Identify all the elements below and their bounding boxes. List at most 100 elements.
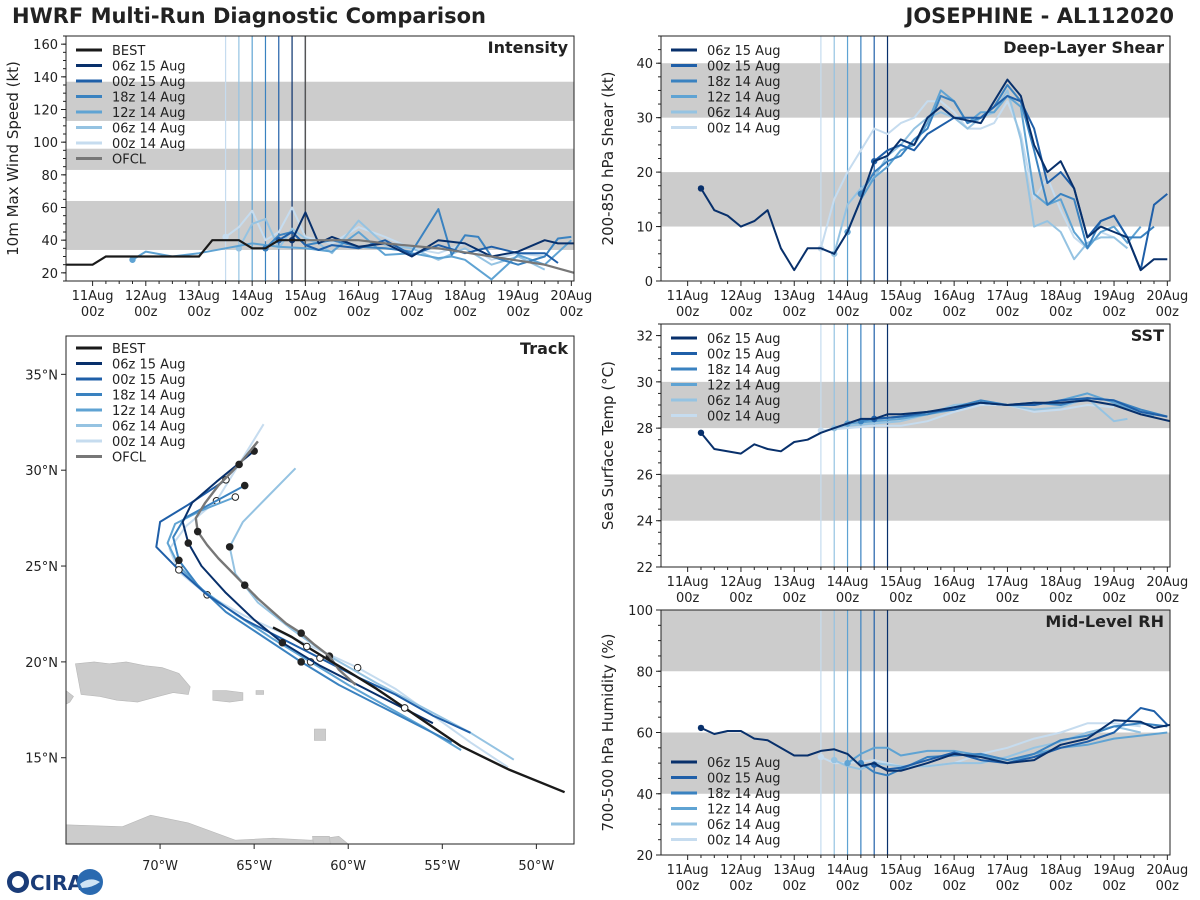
shear-ylabel: 200-850 hPa Shear (kt) [599,72,617,246]
sst-xtick-day-9: 20Aug [1146,575,1188,590]
sst-legend-label-0: 06z 15 Aug [707,332,781,347]
rh-xtick-hour-5: 00z [942,879,966,894]
intensity-xtick-day-1: 12Aug [125,289,167,304]
intensity-xtick-hour-4: 00z [294,305,318,320]
sst-xtick-hour-6: 00z [996,591,1020,606]
intensity-best-line [66,239,306,266]
track-ofcl [194,440,357,686]
sst-title: SST [1131,326,1164,345]
shear-xtick-hour-9: 00z [1156,305,1180,320]
intensity-xtick-day-4: 15Aug [284,289,326,304]
intensity-legend-label-7: OFCL [112,153,147,168]
rh-legend-label-1: 00z 15 Aug [707,772,781,787]
track-xtick-label-2: 60°W [330,859,366,874]
intensity-series-5 [225,206,545,261]
track-ytick-label-2: 25°N [25,560,58,575]
track-series-0-marker-8 [184,539,193,547]
track-series-3-marker-12 [231,493,240,501]
track-best [272,626,566,794]
shear-legend-label-4: 06z 14 Aug [707,106,781,121]
rh-series-0-init-dot [697,724,705,732]
track-ytick-label-4: 35°N [25,368,58,383]
rh-legend-label-2: 18z 14 Aug [707,787,781,802]
shear-xtick-day-1: 12Aug [720,289,762,304]
shear-xtick-day-9: 20Aug [1146,289,1188,304]
intensity-ytick-label-2: 60 [41,202,58,217]
sst-frame [660,323,1171,568]
rh-xtick-day-3: 14Aug [827,863,869,878]
rh-xtick-hour-3: 00z [836,879,860,894]
shear-band-0 [661,172,1170,227]
shear-xtick-hour-6: 00z [996,305,1020,320]
rh-series-2 [860,722,1168,777]
rh-series-4-init-dot [831,756,838,764]
shear-series-0-init-dot [697,185,705,192]
shear-xtick-day-2: 13Aug [773,289,815,304]
intensity-ytick-label-6: 140 [33,71,58,86]
intensity-xtick-day-2: 13Aug [178,289,220,304]
rh-xtick-day-2: 13Aug [773,863,815,878]
intensity-series-5-init-dot [222,233,229,241]
shear-legend-label-2: 18z 14 Aug [707,75,781,90]
intensity-legend-label-2: 00z 15 Aug [112,75,186,90]
track-xtick-label-3: 55°W [424,859,460,874]
intensity-xtick-day-3: 14Aug [231,289,273,304]
shear-legend-label-0: 06z 15 Aug [707,44,781,59]
track-series-4-marker-8 [225,543,234,551]
sst-xtick-hour-1: 00z [729,591,753,606]
sst-xtick-hour-8: 00z [1102,591,1126,606]
sst-xtick-hour-0: 00z [676,591,700,606]
rh-xtick-day-9: 20Aug [1146,863,1188,878]
track-series-1-marker-8 [175,566,183,574]
track-series-2 [172,484,453,744]
shear-xtick-day-4: 15Aug [880,289,922,304]
shear-band-1 [661,63,1170,118]
sst-ytick-label-3: 28 [636,422,653,437]
rh-series-5 [820,722,1141,768]
intensity-ylabel: 10m Max Wind Speed (kt) [4,61,22,256]
cira-logo: CIRA [7,869,103,895]
intensity-xtick-hour-0: 00z [81,305,105,320]
intensity-xtick-hour-3: 00z [240,305,264,320]
shear-xtick-hour-7: 00z [1049,305,1073,320]
intensity-xtick-hour-5: 00z [347,305,371,320]
rh-legend-label-3: 12z 14 Aug [707,803,781,818]
sst-xtick-day-5: 16Aug [933,575,975,590]
rh-series-4 [833,725,1141,771]
intensity-xtick-day-0: 11Aug [72,289,114,304]
track-best-marker-8 [303,642,311,651]
shear-legend-label-1: 00z 15 Aug [707,60,781,75]
sst-ytick-label-5: 32 [636,330,653,345]
rh-xtick-hour-6: 00z [996,879,1020,894]
sst-xtick-day-1: 12Aug [720,575,762,590]
rh-title: Mid-Level RH [1045,612,1164,631]
track-legend-label-7: OFCL [112,451,147,466]
intensity-legend-label-3: 18z 14 Aug [112,91,186,106]
intensity-ytick-label-4: 100 [33,136,58,151]
intensity-series-3 [131,231,572,281]
shear-title: Deep-Layer Shear [1003,38,1164,57]
track-legend-label-4: 12z 14 Aug [112,404,186,419]
land-4 [314,728,326,741]
rh-xtick-hour-9: 00z [1156,879,1180,894]
shear-xtick-hour-4: 00z [889,305,913,320]
shear-xtick-day-6: 17Aug [986,289,1028,304]
shear-xtick-hour-8: 00z [1102,305,1126,320]
sst-ytick-label-0: 22 [636,561,653,576]
shear-ytick-label-2: 20 [636,166,653,181]
page-title: HWRF Multi-Run Diagnostic Comparison [12,4,487,28]
track-xtick-label-1: 65°W [236,859,272,874]
intensity-band-2 [66,81,574,121]
intensity-xtick-hour-9: 00z [560,305,584,320]
track-series-0 [181,450,434,725]
shear-xtick-hour-0: 00z [676,305,700,320]
sst-xtick-day-8: 19Aug [1093,575,1135,590]
logo-text: CIRA [30,871,84,895]
sst-legend-label-5: 00z 14 Aug [707,410,781,425]
sst-xtick-hour-9: 00z [1156,591,1180,606]
sst-ytick-label-2: 26 [636,468,653,483]
sst-xtick-day-7: 18Aug [1040,575,1082,590]
intensity-xtick-hour-1: 00z [134,305,158,320]
track-series-1 [155,478,471,734]
